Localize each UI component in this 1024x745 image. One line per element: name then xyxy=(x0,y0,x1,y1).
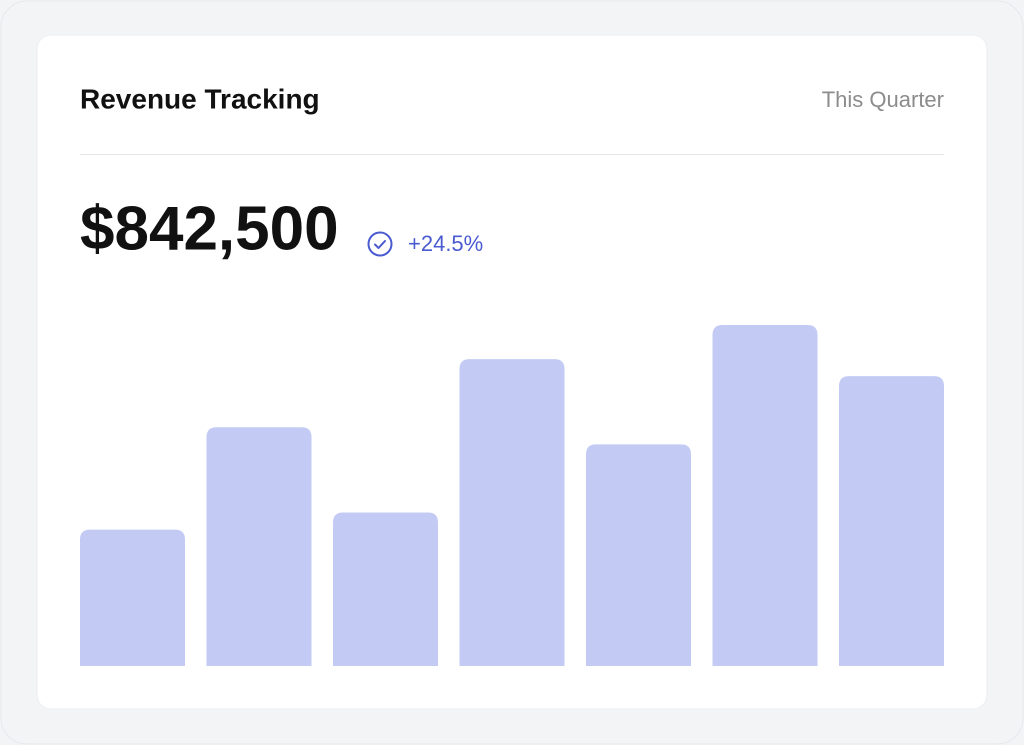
metric-value: $842,500 xyxy=(80,194,339,263)
metric-change: +24.5% xyxy=(408,231,483,256)
bar xyxy=(839,376,944,666)
check-icon xyxy=(367,231,393,257)
card-title: Revenue Tracking xyxy=(80,83,320,114)
bar xyxy=(206,427,312,666)
period-label[interactable]: This Quarter xyxy=(822,87,944,112)
bar-chart xyxy=(80,325,944,666)
bar xyxy=(459,359,565,666)
bar xyxy=(333,512,438,666)
bar xyxy=(80,529,185,666)
bar xyxy=(586,444,691,666)
bar xyxy=(712,325,818,666)
